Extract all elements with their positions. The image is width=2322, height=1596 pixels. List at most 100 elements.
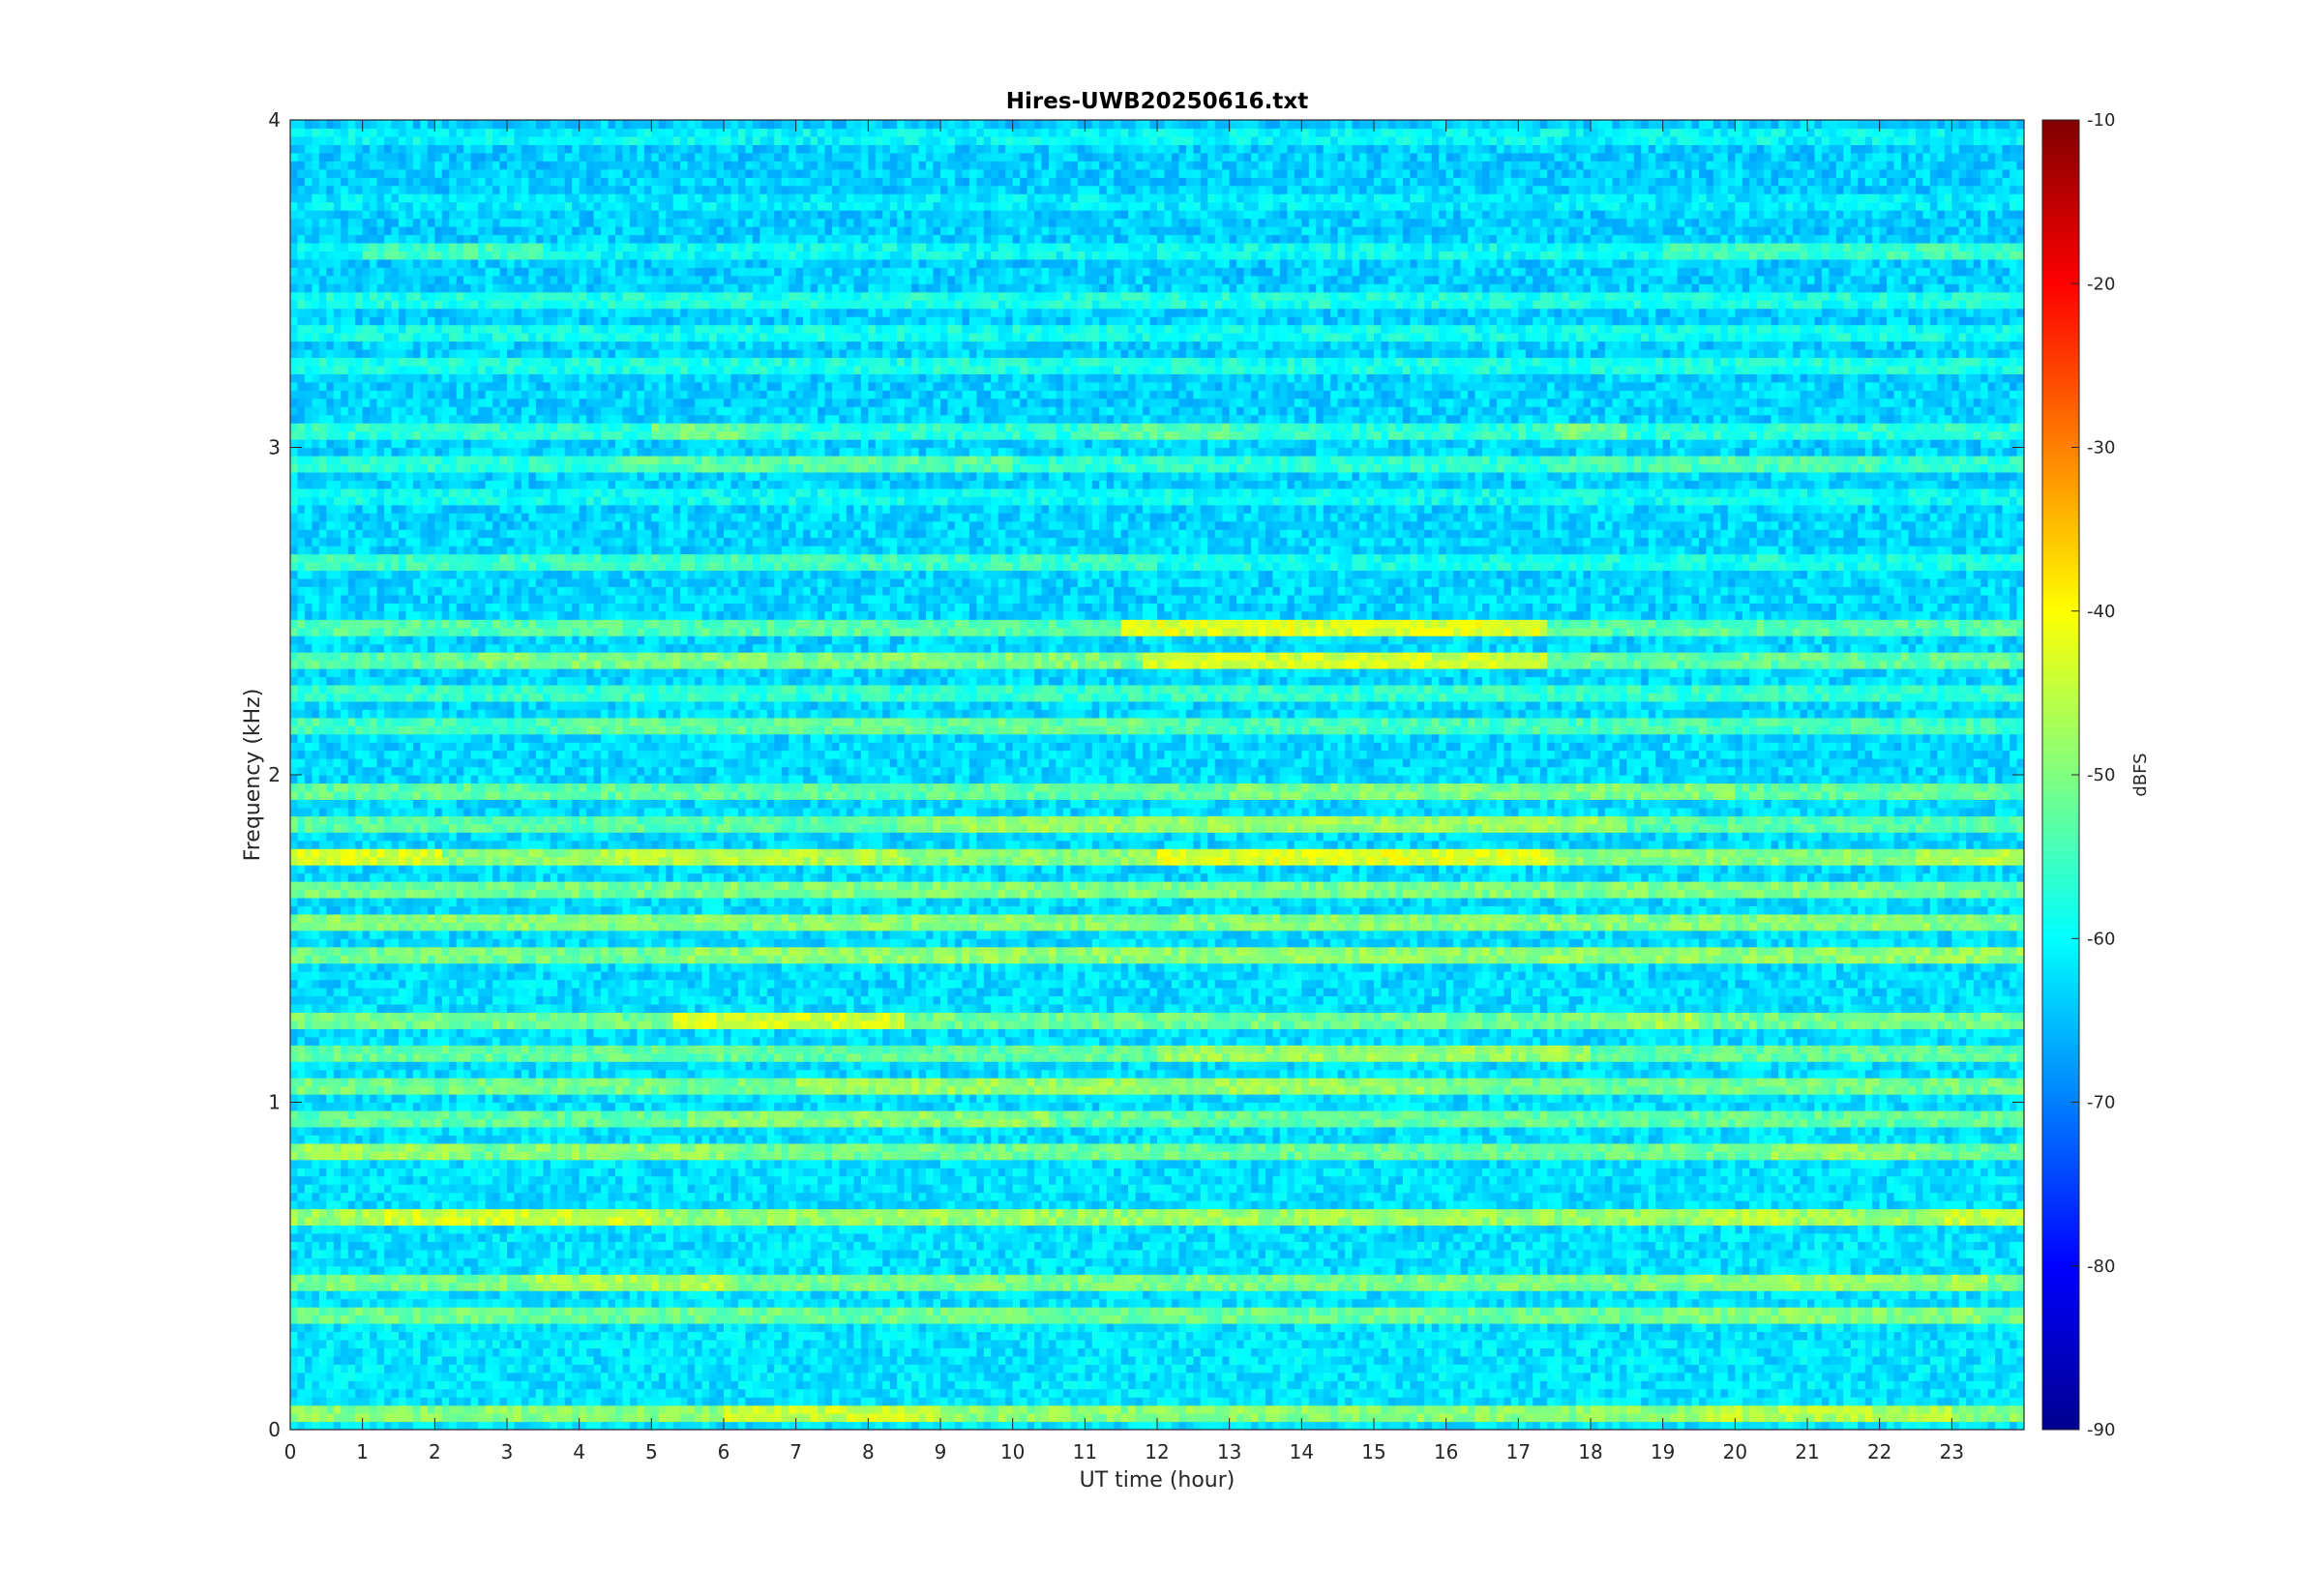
heatmap-cell <box>586 1315 595 1324</box>
heatmap-cell <box>1374 1257 1383 1267</box>
heatmap-cell <box>579 1404 587 1414</box>
heatmap-cell <box>759 1331 768 1341</box>
heatmap-cell <box>463 1315 472 1324</box>
heatmap-cell <box>1027 1388 1035 1398</box>
heatmap-cell <box>875 1388 883 1398</box>
heatmap-cell <box>1106 1257 1115 1267</box>
heatmap-cell <box>1720 1298 1729 1308</box>
heatmap-cell <box>1135 1290 1144 1300</box>
heatmap-cell <box>1749 1307 1758 1316</box>
heatmap-cell <box>2016 1282 2024 1291</box>
heatmap-cell <box>1020 1413 1028 1423</box>
heatmap-cell <box>420 1364 429 1374</box>
heatmap-cell <box>1416 1298 1425 1308</box>
heatmap-cell <box>1387 1364 1396 1374</box>
heatmap-cell <box>1431 1331 1440 1341</box>
heatmap-cell <box>1489 1298 1498 1308</box>
heatmap-cell <box>1243 1372 1252 1381</box>
heatmap-cell <box>535 1290 544 1300</box>
heatmap-cell <box>535 1372 544 1381</box>
heatmap-cell <box>1374 1404 1383 1414</box>
heatmap-cell <box>1301 1364 1310 1374</box>
heatmap-cell <box>1445 1290 1454 1300</box>
heatmap-cell <box>1987 1331 1996 1341</box>
heatmap-cell <box>1612 1298 1621 1308</box>
heatmap-cell <box>384 1388 393 1398</box>
heatmap-cell <box>514 1290 522 1300</box>
heatmap-cell <box>1020 1298 1028 1308</box>
heatmap-cell <box>463 1397 472 1406</box>
heatmap-cell <box>1987 1347 1996 1357</box>
heatmap-cell <box>724 1331 732 1341</box>
heatmap-cell <box>1301 1290 1310 1300</box>
heatmap-cell <box>564 1339 573 1348</box>
heatmap-cell <box>1200 1307 1208 1316</box>
heatmap-cell <box>1619 1290 1627 1300</box>
heatmap-cell <box>427 1290 435 1300</box>
heatmap-cell <box>1258 1290 1266 1300</box>
heatmap-cell <box>701 1404 710 1414</box>
heatmap-cell <box>1597 1331 1606 1341</box>
heatmap-cell <box>1908 1421 1917 1430</box>
heatmap-cell <box>1807 1355 1816 1365</box>
heatmap-cell <box>1323 1307 1331 1316</box>
heatmap-cell <box>666 1380 674 1390</box>
heatmap-cell <box>1070 1290 1079 1300</box>
heatmap-cell <box>1908 1397 1917 1406</box>
heatmap-cell <box>1265 1372 1274 1381</box>
heatmap-cell <box>333 1315 342 1324</box>
heatmap-cell <box>1099 1347 1108 1357</box>
heatmap-cell <box>341 1307 349 1316</box>
heatmap-cell <box>1185 1274 1194 1284</box>
heatmap-cell <box>666 1265 674 1275</box>
heatmap-cell <box>1135 1315 1144 1324</box>
heatmap-cell <box>441 1347 450 1357</box>
heatmap-cell <box>1352 1282 1360 1291</box>
heatmap-cell <box>1648 1331 1656 1341</box>
heatmap-cell <box>1345 1307 1354 1316</box>
heatmap-cell <box>1670 1307 1679 1316</box>
heatmap-cell <box>1958 1290 1967 1300</box>
heatmap-cell <box>1597 1322 1606 1333</box>
heatmap-cell <box>1591 1290 1599 1300</box>
heatmap-cell <box>1027 1380 1035 1390</box>
heatmap-cell <box>672 1372 681 1381</box>
heatmap-cell <box>1742 1421 1750 1430</box>
heatmap-cell <box>1222 1372 1231 1381</box>
heatmap-cell <box>1041 1282 1050 1291</box>
heatmap-cell <box>651 1257 660 1267</box>
heatmap-cell <box>976 1322 985 1333</box>
heatmap-cell <box>795 1257 804 1267</box>
heatmap-cell <box>1229 1322 1237 1333</box>
heatmap-cell <box>1987 1315 1996 1324</box>
heatmap-cell <box>1793 1397 1801 1406</box>
heatmap-cell <box>1439 1388 1447 1398</box>
heatmap-cell <box>1034 1404 1043 1414</box>
heatmap-cell <box>1591 1274 1599 1284</box>
heatmap-cell <box>1800 1364 1808 1374</box>
heatmap-cell <box>1345 1322 1354 1333</box>
heatmap-cell <box>752 1372 760 1381</box>
heatmap-cell <box>1785 1372 1794 1381</box>
heatmap-cell <box>318 1331 327 1341</box>
heatmap-cell <box>347 1315 356 1324</box>
heatmap-cell <box>384 1347 393 1357</box>
heatmap-cell <box>781 1282 789 1291</box>
heatmap-cell <box>897 1307 906 1316</box>
heatmap-cell <box>1330 1372 1339 1381</box>
heatmap-cell <box>370 1307 378 1316</box>
heatmap-cell <box>1402 1404 1411 1414</box>
heatmap-cell <box>1785 1355 1794 1365</box>
heatmap-cell <box>1879 1298 1888 1308</box>
heatmap-cell <box>1445 1257 1454 1267</box>
heatmap-cell <box>312 1372 320 1381</box>
heatmap-cell <box>1410 1282 1418 1291</box>
heatmap-cell <box>1518 1331 1527 1341</box>
heatmap-cell <box>680 1274 689 1284</box>
heatmap-cell <box>579 1347 587 1357</box>
heatmap-cell <box>333 1388 342 1398</box>
heatmap-cell <box>766 1322 775 1333</box>
heatmap-cell <box>651 1274 660 1284</box>
heatmap-cell <box>1474 1421 1483 1430</box>
heatmap-cell <box>1829 1315 1837 1324</box>
